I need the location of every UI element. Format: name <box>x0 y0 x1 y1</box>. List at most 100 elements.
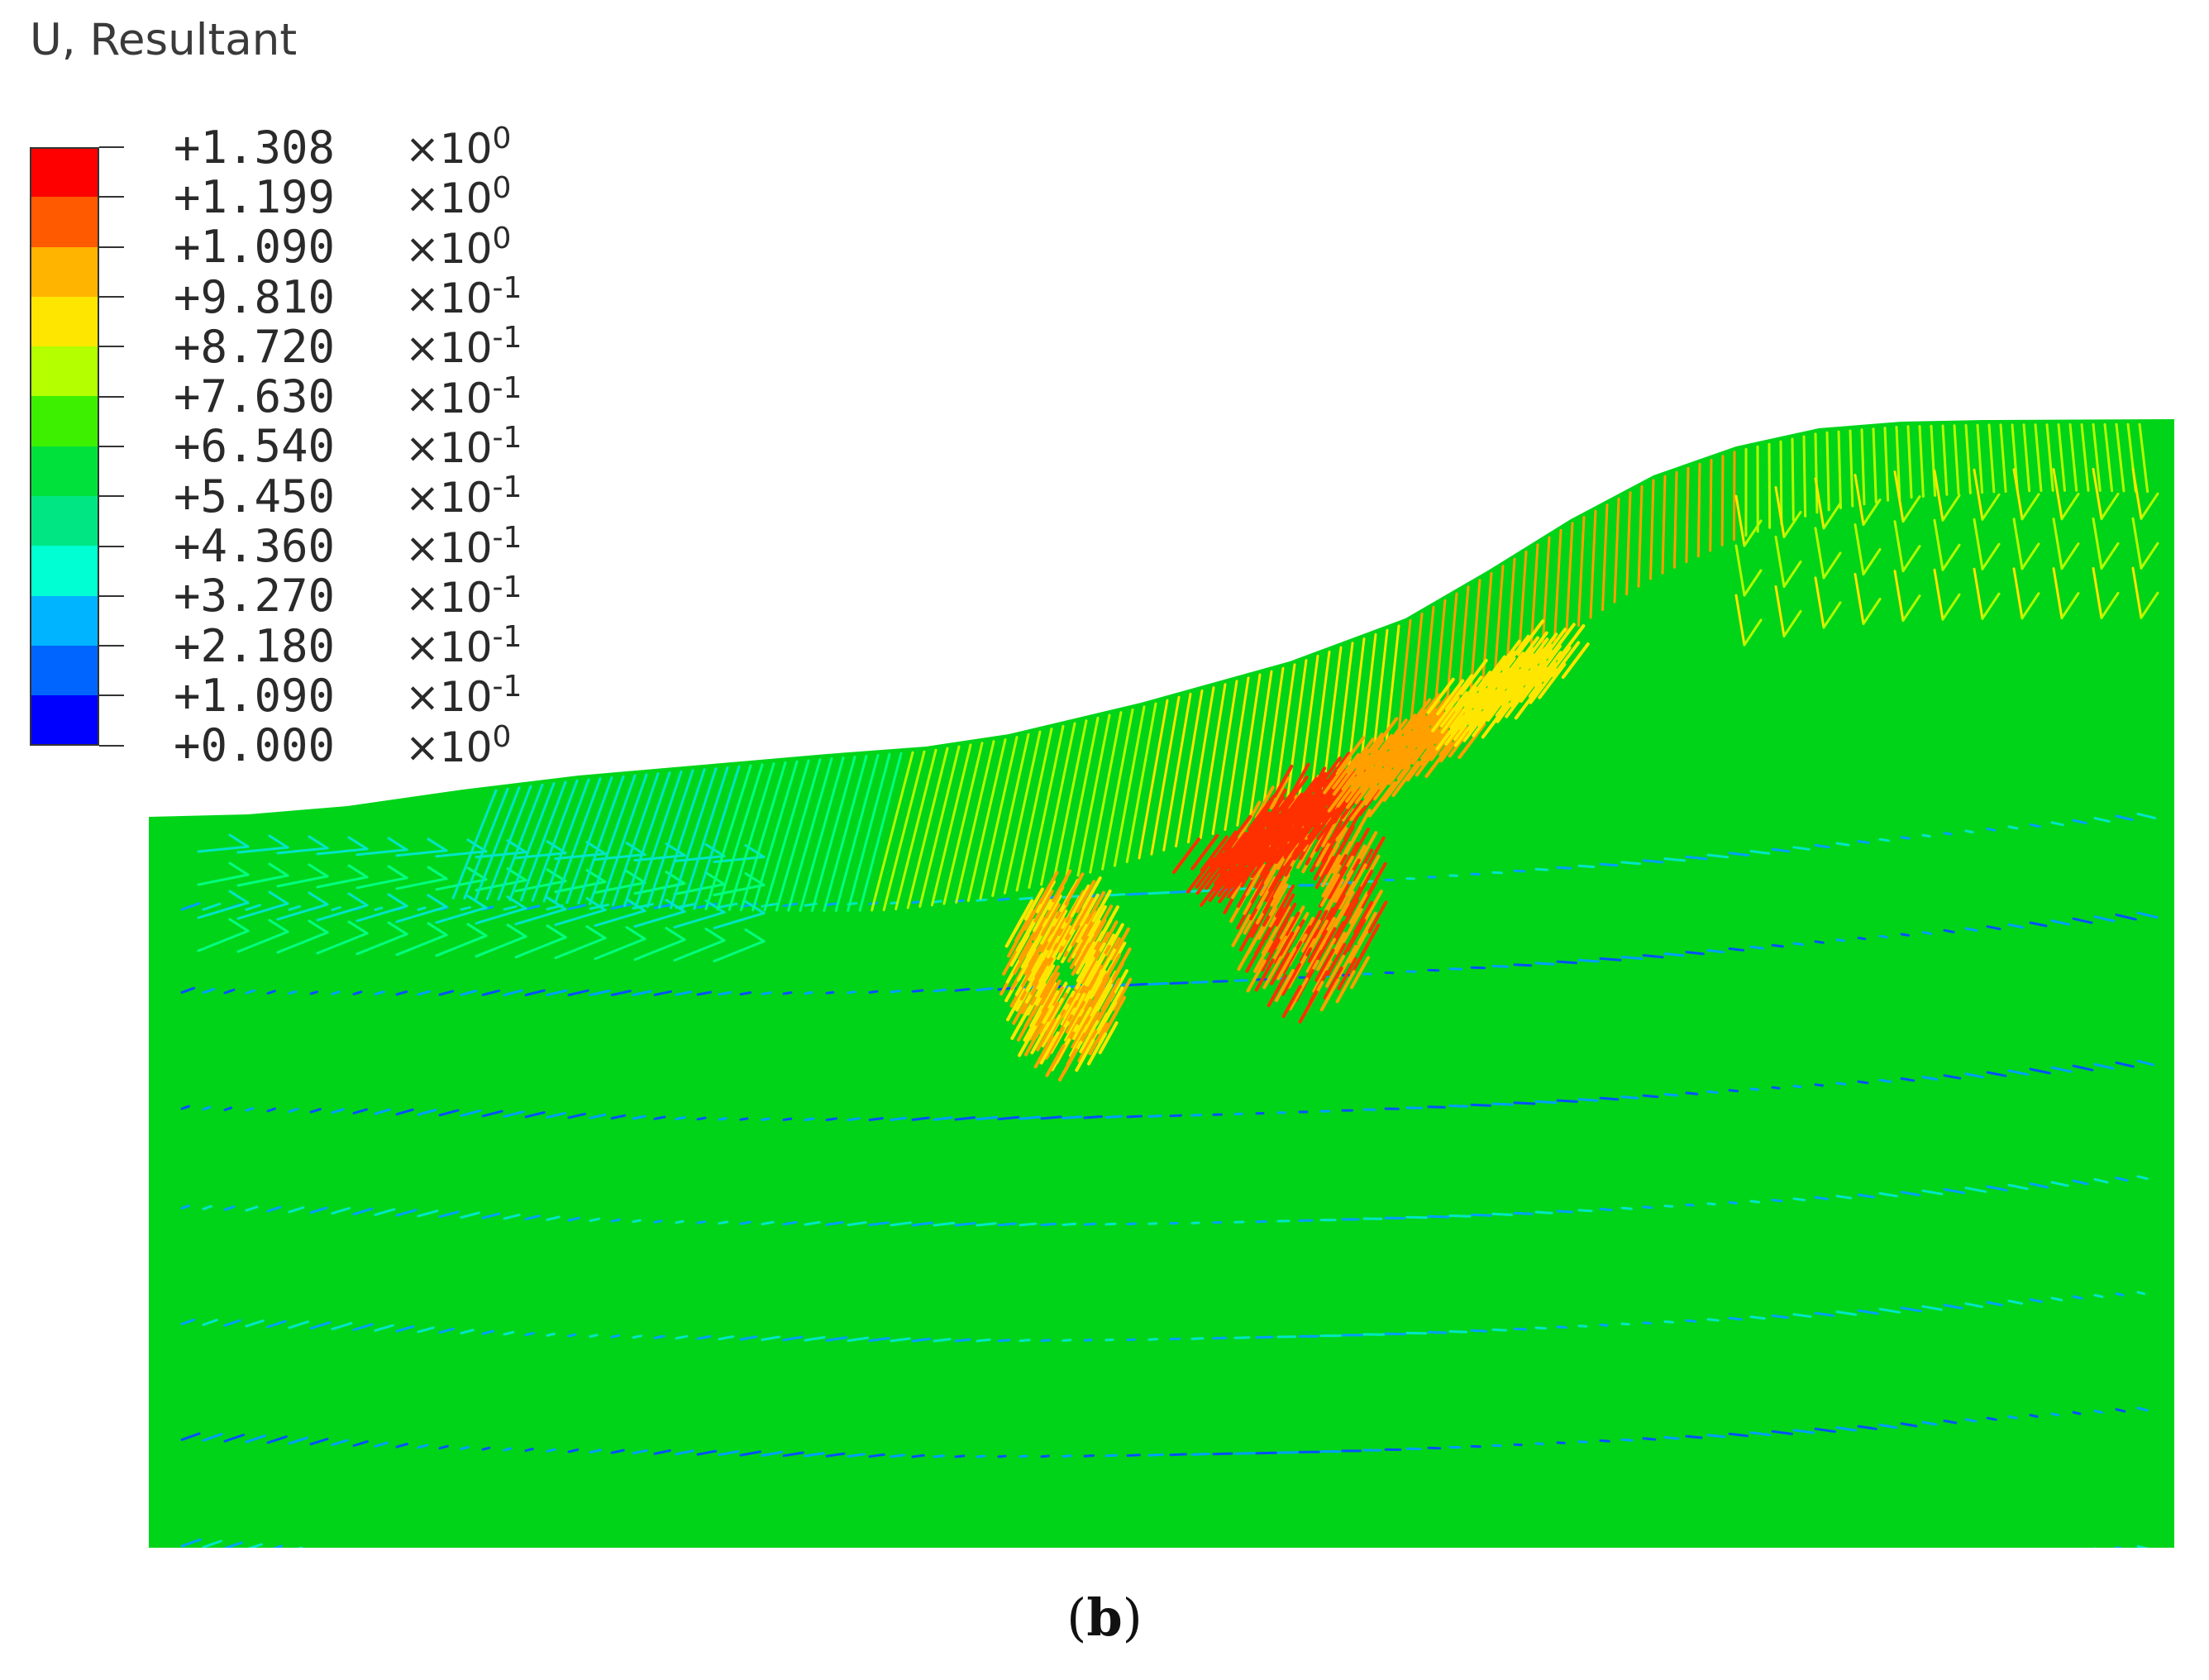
displacement-arrow <box>868 1337 890 1343</box>
displacement-arrow <box>1825 431 1830 512</box>
displacement-arrow <box>1211 680 1238 836</box>
displacement-arrow <box>1348 930 1369 964</box>
displacement-arrow <box>463 787 509 900</box>
displacement-arrow <box>1878 1078 1892 1083</box>
displacement-arrow <box>1901 1558 1911 1559</box>
legend-entry: +1.199 ×100 <box>99 171 511 223</box>
displacement-arrow <box>427 866 448 881</box>
displacement-arrow <box>1496 686 1524 723</box>
displacement-arrow <box>1552 641 1581 678</box>
legend-swatch <box>30 595 99 646</box>
displacement-arrow <box>1304 796 1333 833</box>
displacement-arrow <box>955 740 995 904</box>
displacement-arrow <box>1274 827 1303 864</box>
displacement-arrow <box>1743 618 1763 647</box>
displacement-arrow <box>1878 838 1890 842</box>
displacement-arrow <box>589 989 611 996</box>
displacement-arrow <box>1577 1440 1588 1444</box>
displacement-arrow <box>395 1108 414 1116</box>
displacement-arrow <box>1986 1071 2007 1077</box>
displacement-arrow <box>871 751 914 912</box>
displacement-arrow <box>506 924 527 938</box>
displacement-arrow <box>2092 467 2103 520</box>
displacement-arrow <box>2092 566 2103 619</box>
displacement-arrow <box>311 1549 322 1553</box>
displacement-arrow <box>1335 921 1356 955</box>
displacement-arrow <box>481 1329 494 1335</box>
displacement-arrow <box>460 1109 482 1117</box>
displacement-arrow <box>1190 833 1219 871</box>
displacement-arrow <box>1223 850 1252 887</box>
displacement-arrow <box>761 991 772 995</box>
displacement-arrow <box>2115 1546 2132 1548</box>
displacement-arrow <box>1556 960 1578 965</box>
displacement-arrow <box>1601 504 1609 612</box>
displacement-arrow <box>276 875 329 888</box>
displacement-arrow <box>1706 1434 1726 1439</box>
displacement-arrow <box>1862 499 1882 526</box>
legend-entry: +7.630 ×10-1 <box>99 370 522 422</box>
displacement-arrow <box>2050 1181 2069 1187</box>
displacement-arrow <box>1642 1321 1652 1325</box>
displacement-arrow <box>374 1324 394 1332</box>
displacement-arrow <box>1379 718 1408 756</box>
displacement-vectors <box>180 422 2159 1562</box>
displacement-arrow <box>197 929 250 952</box>
displacement-arrow <box>585 925 607 940</box>
displacement-arrow <box>804 990 813 995</box>
displacement-arrow <box>355 904 408 923</box>
displacement-arrow <box>933 988 947 993</box>
displacement-arrow <box>1270 905 1291 939</box>
displacement-arrow <box>1513 1211 1534 1215</box>
displacement-arrow <box>1421 694 1450 732</box>
displacement-arrow <box>1448 967 1463 971</box>
displacement-arrow <box>2072 1410 2082 1415</box>
displacement-arrow <box>681 766 729 910</box>
displacement-arrow <box>395 990 408 996</box>
displacement-arrow <box>1468 579 1481 705</box>
displacement-arrow <box>634 770 683 908</box>
displacement-arrow <box>1534 651 1563 688</box>
legend-entry: +4.360 ×10-1 <box>99 520 522 572</box>
displacement-arrow <box>268 890 289 905</box>
displacement-arrow <box>1481 702 1510 739</box>
displacement-arrow <box>847 1453 866 1458</box>
displacement-arrow <box>1858 1560 1870 1562</box>
displacement-arrow <box>675 1219 685 1224</box>
displacement-arrow <box>554 777 602 904</box>
displacement-arrow <box>1112 977 1133 1011</box>
displacement-arrow <box>675 990 693 996</box>
displacement-arrow <box>1849 429 1854 508</box>
displacement-arrow <box>2009 1553 2016 1554</box>
displacement-arrow <box>2060 493 2080 521</box>
displacement-arrow <box>911 989 924 993</box>
displacement-arrow <box>460 990 478 996</box>
displacement-arrow <box>1081 876 1102 909</box>
displacement-arrow <box>1720 455 1725 546</box>
displacement-arrow <box>331 990 341 995</box>
displacement-arrow <box>1478 655 1506 692</box>
displacement-arrow <box>1349 785 1378 821</box>
displacement-arrow <box>554 937 607 960</box>
displacement-arrow <box>1749 1200 1760 1204</box>
displacement-arrow <box>1077 1029 1098 1063</box>
displacement-arrow <box>1505 652 1534 690</box>
displacement-arrow <box>1336 771 1365 808</box>
displacement-arrow <box>1071 1015 1091 1049</box>
displacement-arrow <box>1529 667 1558 704</box>
displacement-arrow <box>197 901 250 919</box>
displacement-arrow <box>1014 899 1034 933</box>
displacement-arrow <box>520 780 567 902</box>
displacement-arrow <box>1444 709 1473 746</box>
displacement-arrow <box>2050 1066 2073 1073</box>
displacement-arrow <box>1529 632 1558 670</box>
displacement-arrow <box>1050 1038 1071 1071</box>
displacement-arrow <box>1589 509 1597 619</box>
legend-value: +3.270 <box>174 570 336 623</box>
displacement-arrow <box>1350 956 1370 990</box>
displacement-arrow <box>228 890 250 904</box>
displacement-arrow <box>1212 1452 1233 1456</box>
displacement-arrow <box>991 733 1030 897</box>
displacement-arrow <box>942 742 984 905</box>
displacement-arrow <box>675 1449 694 1456</box>
